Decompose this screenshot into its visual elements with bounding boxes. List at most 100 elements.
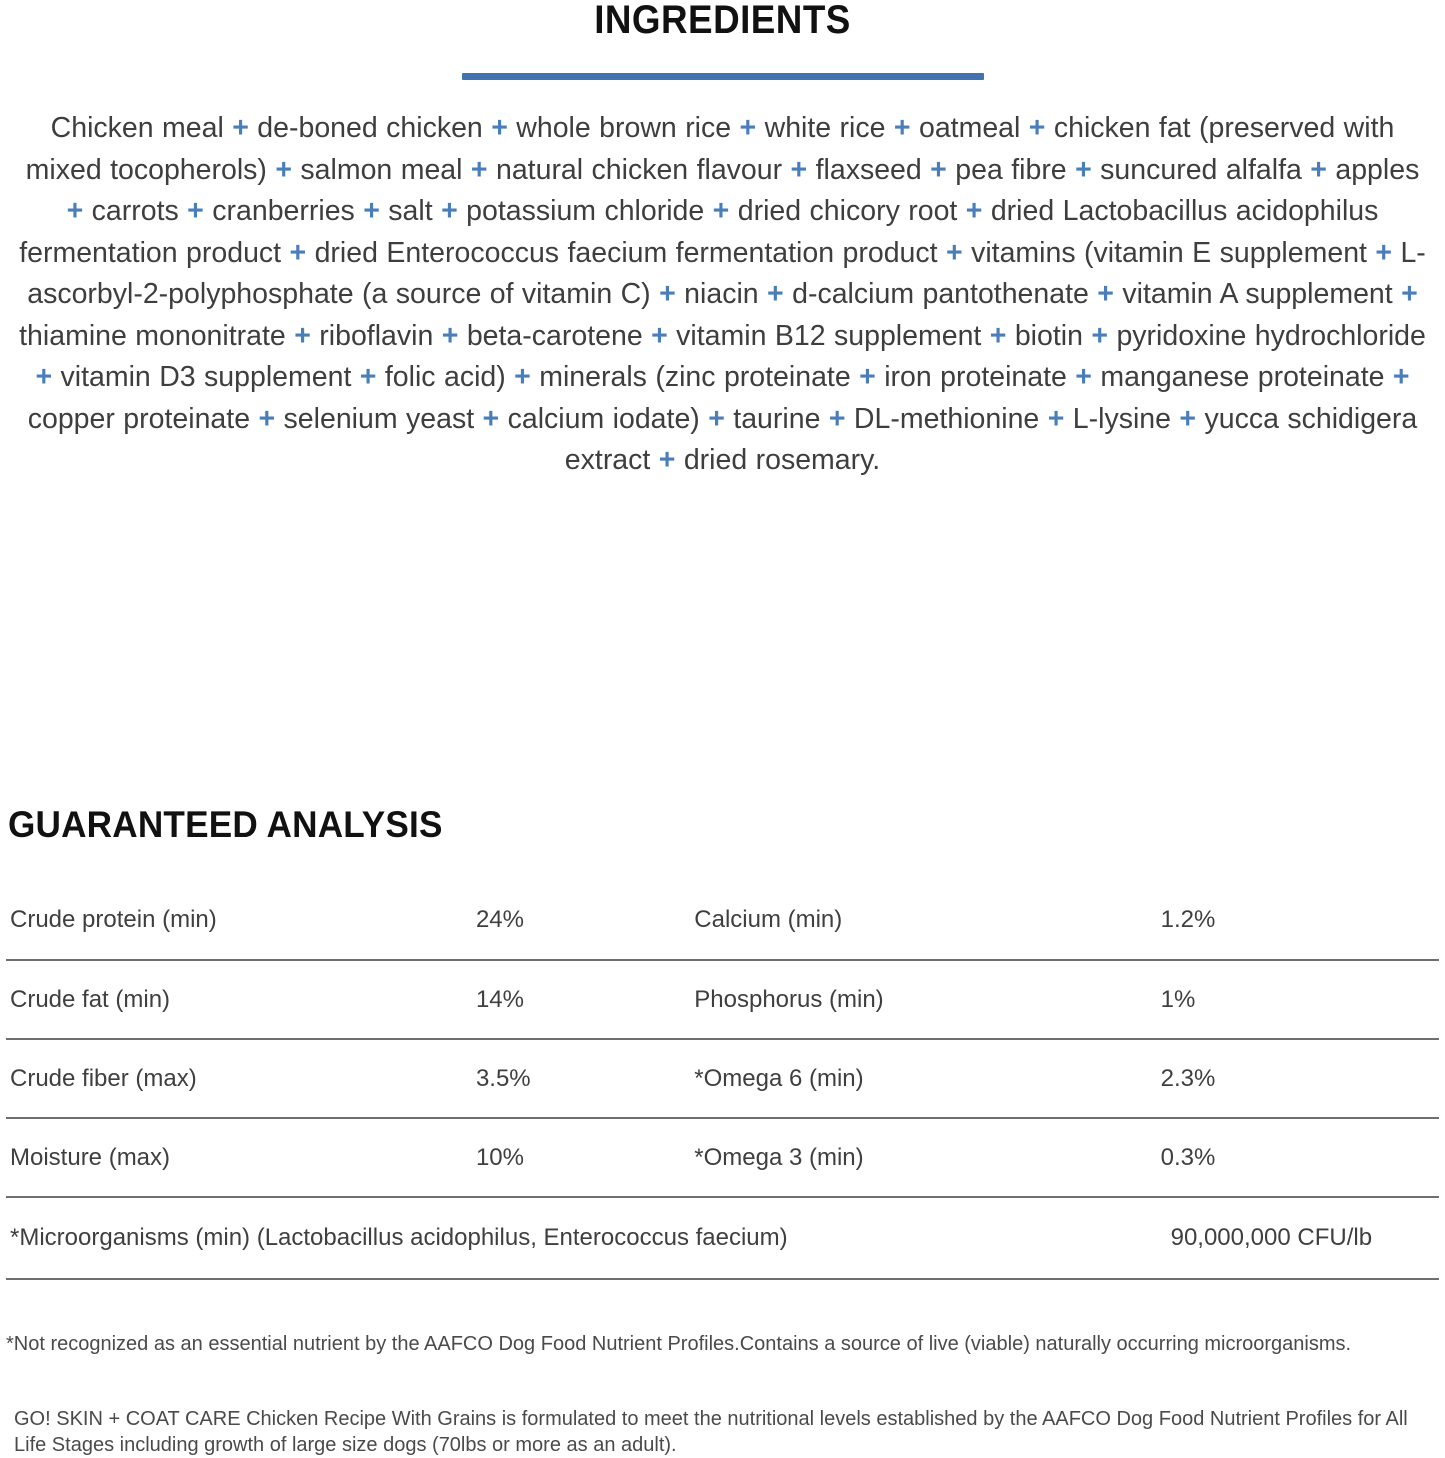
- ingredient-item: potassium chloride: [466, 195, 705, 227]
- ingredient-item: minerals (zinc proteinate: [539, 361, 851, 393]
- analysis-value: 3.5%: [475, 1064, 531, 1092]
- ingredient-separator-plus: +: [1088, 278, 1123, 310]
- table-row: Crude fat (min) 14% Phosphorus (min) 1%: [6, 960, 1439, 1039]
- ingredient-item: whole brown rice: [516, 112, 732, 144]
- ingredient-item: yucca schidigera extract: [564, 402, 1418, 477]
- ingredient-separator-plus: +: [921, 153, 956, 186]
- table-row: Crude fiber (max) 3.5% *Omega 6 (min) 2.3%: [6, 1039, 1439, 1118]
- ingredient-separator-plus: +: [433, 319, 467, 352]
- ingredient-separator-plus: +: [650, 278, 685, 310]
- ingredient-separator-plus: +: [474, 402, 508, 435]
- analysis-value: 0.3%: [1160, 1143, 1216, 1171]
- ingredient-separator-plus: +: [250, 402, 284, 435]
- ingredient-item: L-lysine: [1072, 402, 1171, 435]
- ingredient-separator-plus: +: [1082, 319, 1117, 352]
- guaranteed-analysis-heading: GUARANTEED ANALYSIS: [8, 804, 443, 845]
- ingredient-separator-plus: +: [704, 195, 738, 227]
- analysis-label: *Microorganisms (min) (Lactobacillus aci…: [10, 1224, 788, 1251]
- ingredient-separator-plus: +: [699, 402, 734, 435]
- ingredient-item: DL-methionine: [853, 402, 1040, 435]
- analysis-value: 1.2%: [1160, 906, 1216, 933]
- analysis-value: 90,000,000 CFU/lb: [1170, 1224, 1373, 1251]
- ingredient-item: vitamin A supplement: [1122, 278, 1393, 310]
- analysis-label: Crude fiber (max): [10, 1064, 197, 1092]
- ingredient-separator-plus: +: [1066, 361, 1101, 393]
- ingredient-separator-plus: +: [178, 195, 213, 227]
- ingredient-separator-plus: +: [223, 112, 258, 144]
- ingredient-item: flaxseed: [815, 153, 922, 186]
- ingredient-separator-plus: +: [758, 278, 793, 310]
- ingredient-separator-plus: +: [482, 112, 517, 144]
- ingredient-item: iron proteinate: [884, 361, 1067, 393]
- ingredient-separator-plus: +: [505, 361, 540, 393]
- analysis-value: 2.3%: [1160, 1064, 1216, 1092]
- analysis-value: 10%: [475, 1143, 524, 1171]
- ingredient-item: selenium yeast: [283, 402, 475, 435]
- ingredient-item: manganese proteinate: [1100, 361, 1385, 393]
- ingredient-separator-plus: +: [35, 361, 61, 393]
- ingredient-item: natural chicken flavour: [495, 153, 783, 186]
- analysis-value: 1%: [1160, 985, 1196, 1013]
- ingredient-item: folic acid): [384, 361, 506, 393]
- ingredient-item: carrots: [91, 195, 179, 227]
- analysis-label: Calcium (min): [694, 906, 843, 933]
- ingredient-item: de-boned chicken: [257, 112, 483, 144]
- ingredient-item: salt: [388, 195, 433, 227]
- ingredient-separator-plus: +: [281, 236, 315, 269]
- ingredient-separator-plus: +: [462, 153, 496, 186]
- ingredient-item: biotin: [1014, 319, 1083, 352]
- analysis-label: Crude fat (min): [10, 985, 171, 1013]
- analysis-label: *Omega 6 (min): [694, 1064, 864, 1092]
- ingredient-separator-plus: +: [782, 153, 816, 186]
- ingredient-separator-plus: +: [1020, 112, 1054, 144]
- ingredient-item: taurine: [733, 402, 821, 435]
- ingredient-item: dried rosemary.: [683, 444, 881, 476]
- ingredient-separator-plus: +: [354, 195, 389, 227]
- ingredient-item: copper proteinate: [27, 402, 251, 435]
- ingredient-item: d-calcium pantothenate: [792, 278, 1089, 310]
- analysis-value: 14%: [475, 985, 524, 1013]
- guaranteed-analysis-table: Crude protein (min) 24% Calcium (min) 1.2% C…: [6, 881, 1439, 1280]
- ingredient-item: beta-carotene: [466, 319, 643, 352]
- ingredient-item: riboflavin: [319, 319, 434, 352]
- analysis-label: Phosphorus (min): [694, 985, 884, 1013]
- ingredient-item: salmon meal: [300, 153, 463, 186]
- ingredient-item: calcium iodate): [507, 402, 700, 435]
- heading-divider-wrap: [0, 73, 1445, 80]
- ingredient-item: dried chicory root: [737, 195, 958, 227]
- guaranteed-analysis-section: GUARANTEED ANALYSIS Crude protein (min) 2…: [0, 806, 1445, 1280]
- ingredient-item: vitamin D3 supplement: [60, 361, 352, 393]
- ingredient-item: chicken fat (preserved with mixed tocoph…: [25, 112, 1395, 186]
- ingredient-separator-plus: +: [1066, 153, 1101, 186]
- ingredients-list: Chicken meal + de-boned chicken + whole …: [9, 108, 1437, 482]
- asterisk-footnote: *Not recognized as an essential nutrient…: [6, 1333, 1352, 1355]
- ingredient-separator-plus: +: [1384, 361, 1410, 393]
- table-row: Crude protein (min) 24% Calcium (min) 1.2%: [6, 881, 1439, 960]
- heading-divider: [461, 73, 984, 80]
- ingredient-separator-plus: +: [981, 319, 1015, 352]
- ingredient-separator-plus: +: [650, 444, 684, 476]
- ingredient-separator-plus: +: [432, 195, 467, 227]
- ingredient-separator-plus: +: [266, 153, 301, 186]
- ingredient-separator-plus: +: [1039, 402, 1073, 435]
- analysis-label: Moisture (max): [10, 1143, 171, 1171]
- ingredient-separator-plus: +: [957, 195, 991, 227]
- ingredient-item: pea fibre: [955, 153, 1067, 186]
- ingredient-separator-plus: +: [66, 195, 92, 227]
- ingredient-item: vitamins (vitamin E supplement: [971, 236, 1367, 269]
- ingredient-item: vitamin B12 supplement: [676, 319, 982, 352]
- ingredient-separator-plus: +: [820, 402, 854, 435]
- ingredient-separator-plus: +: [1301, 153, 1336, 186]
- ingredient-item: Chicken meal: [50, 112, 224, 144]
- ingredient-item: cranberries: [212, 195, 355, 227]
- table-row-microorganisms: *Microorganisms (min) (Lactobacillus aci…: [6, 1197, 1439, 1279]
- analysis-label: *Omega 3 (min): [694, 1143, 864, 1171]
- ingredient-separator-plus: +: [885, 112, 919, 144]
- ingredients-heading: INGREDIENTS: [594, 0, 851, 42]
- ingredient-separator-plus: +: [1392, 278, 1418, 310]
- ingredients-section: INGREDIENTS Chicken meal + de-boned chic…: [0, 0, 1445, 482]
- ingredient-separator-plus: +: [642, 319, 677, 352]
- ingredient-separator-plus: +: [285, 319, 320, 352]
- ingredient-item: apples: [1335, 153, 1420, 186]
